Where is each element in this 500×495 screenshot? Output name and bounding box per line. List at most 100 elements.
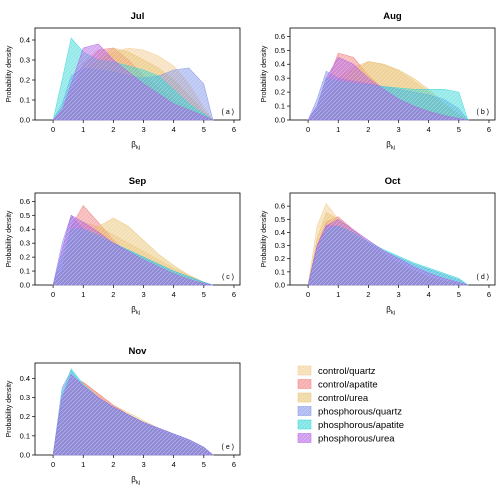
x-tick-label: 2 xyxy=(366,290,370,299)
x-tick-label: 3 xyxy=(396,125,400,134)
x-tick-label: 2 xyxy=(111,460,115,469)
panel-sep: Sep 0 1 2 3 4 5 6 0.0 0.1 0.2 0.3 0.4 0.5 0.6 Probabili… xyxy=(6,176,241,316)
x-tick-label: 3 xyxy=(141,290,145,299)
panel-title: Oct xyxy=(385,176,402,187)
y-tick-label: 0.1 xyxy=(20,267,30,276)
x-tick-label: 1 xyxy=(81,290,85,299)
y-axis-label: Probability density xyxy=(6,380,13,437)
y-tick-label: 0.3 xyxy=(20,393,30,402)
y-tick-label: 0.2 xyxy=(20,412,30,421)
y-tick-label: 0.2 xyxy=(275,88,285,97)
legend: control/quartz control/apatite control/ure… xyxy=(297,365,404,445)
x-axis-label: βkj xyxy=(131,305,140,316)
panel-title: Nov xyxy=(129,346,148,357)
y-tick-label: 0.2 xyxy=(20,253,30,262)
legend-hatch-control-urea xyxy=(298,393,311,402)
y-tick-label: 0.1 xyxy=(20,96,30,105)
density-areas xyxy=(52,204,213,286)
density-areas xyxy=(52,37,214,121)
legend-hatch-phosphorous-urea xyxy=(298,433,311,443)
panel-label: ( a ) xyxy=(222,109,234,116)
density-areas xyxy=(307,202,470,286)
hatch-phosphorous-urea xyxy=(308,219,468,285)
legend-hatch-phosphorous-apatite xyxy=(298,420,311,429)
x-tick-label: 4 xyxy=(172,125,176,134)
y-tick-label: 0.6 xyxy=(275,32,285,41)
y-tick-label: 0.5 xyxy=(275,215,285,224)
panel-label: ( c ) xyxy=(222,274,234,281)
y-tick-label: 0.2 xyxy=(20,76,30,85)
hatch-phosphorous-urea xyxy=(53,215,213,285)
legend-hatch-phosphorous-quartz xyxy=(298,406,311,416)
y-tick-label: 0.0 xyxy=(20,116,30,125)
x-tick-label: 0 xyxy=(51,125,55,134)
x-tick-label: 1 xyxy=(81,125,85,134)
x-tick-label: 5 xyxy=(202,460,206,469)
panel-label: ( e ) xyxy=(222,444,234,451)
panel-title: Jul xyxy=(131,11,145,22)
hatch-phosphorous-urea xyxy=(53,44,213,120)
x-tick-label: 5 xyxy=(457,290,461,299)
x-tick-label: 5 xyxy=(202,290,206,299)
y-tick-label: 0.6 xyxy=(20,197,30,206)
legend-hatch-control-apatite xyxy=(298,379,311,389)
panel-title: Aug xyxy=(383,11,402,22)
x-tick-label: 6 xyxy=(487,125,491,134)
y-tick-label: 0.1 xyxy=(275,102,285,111)
x-tick-label: 1 xyxy=(336,290,340,299)
y-tick-label: 0.3 xyxy=(20,239,30,248)
x-axis-label: βkj xyxy=(386,140,395,151)
y-tick-label: 0.4 xyxy=(20,36,30,45)
panel-nov: Nov 0 1 2 3 4 5 6 0.0 0.1 0.2 0.3 0.4 Probability den… xyxy=(6,346,241,486)
y-tick-label: 0.4 xyxy=(275,60,285,69)
x-tick-label: 1 xyxy=(81,460,85,469)
panel-jul: Jul 0 1 2 3 4 5 6 0.0 0.1 0.2 0.3 0.4 Probability den… xyxy=(6,11,241,151)
x-tick-label: 0 xyxy=(306,125,310,134)
y-axis-label: Probability density xyxy=(6,45,13,102)
panel-label: ( d ) xyxy=(477,274,489,281)
x-tick-label: 2 xyxy=(366,125,370,134)
x-tick-label: 5 xyxy=(202,125,206,134)
legend-label-phosphorous-urea: phosphorous/urea xyxy=(318,434,395,445)
y-axis-label: Probability density xyxy=(261,210,268,267)
y-tick-label: 0.2 xyxy=(275,254,285,263)
x-axis-label: βkj xyxy=(131,140,140,151)
density-areas xyxy=(52,368,214,456)
legend-hatch-control-quartz xyxy=(298,366,311,375)
panel-title: Sep xyxy=(129,176,147,187)
x-tick-label: 6 xyxy=(232,290,236,299)
y-tick-label: 0.4 xyxy=(275,228,285,237)
y-axis-label: Probability density xyxy=(261,45,268,102)
x-tick-label: 6 xyxy=(232,460,236,469)
x-tick-label: 6 xyxy=(232,125,236,134)
y-tick-label: 0.0 xyxy=(20,281,30,290)
y-tick-label: 0.3 xyxy=(275,241,285,250)
panel-aug: Aug 0 1 2 3 4 5 6 0.0 0.1 0.2 0.3 0.4 0.5 0.6 Probabili… xyxy=(261,11,496,151)
y-tick-label: 0.0 xyxy=(20,451,30,460)
y-tick-label: 0.4 xyxy=(20,225,30,234)
x-tick-label: 4 xyxy=(172,460,176,469)
x-tick-label: 4 xyxy=(427,125,431,134)
y-tick-label: 0.4 xyxy=(20,374,30,383)
y-tick-label: 0.5 xyxy=(20,211,30,220)
x-tick-label: 5 xyxy=(457,125,461,134)
y-tick-label: 0.0 xyxy=(275,116,285,125)
y-tick-label: 0.0 xyxy=(275,281,285,290)
x-tick-label: 0 xyxy=(51,290,55,299)
legend-label-phosphorous-apatite: phosphorous/apatite xyxy=(318,420,404,431)
x-tick-label: 3 xyxy=(396,290,400,299)
panel-label: ( b ) xyxy=(477,109,489,116)
x-tick-label: 0 xyxy=(51,460,55,469)
density-areas xyxy=(307,52,469,121)
y-tick-label: 0.6 xyxy=(275,202,285,211)
x-tick-label: 2 xyxy=(111,125,115,134)
panel-oct: Oct 0 1 2 3 4 5 6 0.0 0.1 0.2 0.3 0.4 0.5 0.6 Probabili… xyxy=(261,176,496,316)
x-tick-label: 3 xyxy=(141,460,145,469)
legend-label-control-urea: control/urea xyxy=(318,393,369,404)
y-tick-label: 0.3 xyxy=(275,74,285,83)
x-tick-label: 2 xyxy=(111,290,115,299)
x-tick-label: 3 xyxy=(141,125,145,134)
y-tick-label: 0.3 xyxy=(20,56,30,65)
y-tick-label: 0.1 xyxy=(275,267,285,276)
